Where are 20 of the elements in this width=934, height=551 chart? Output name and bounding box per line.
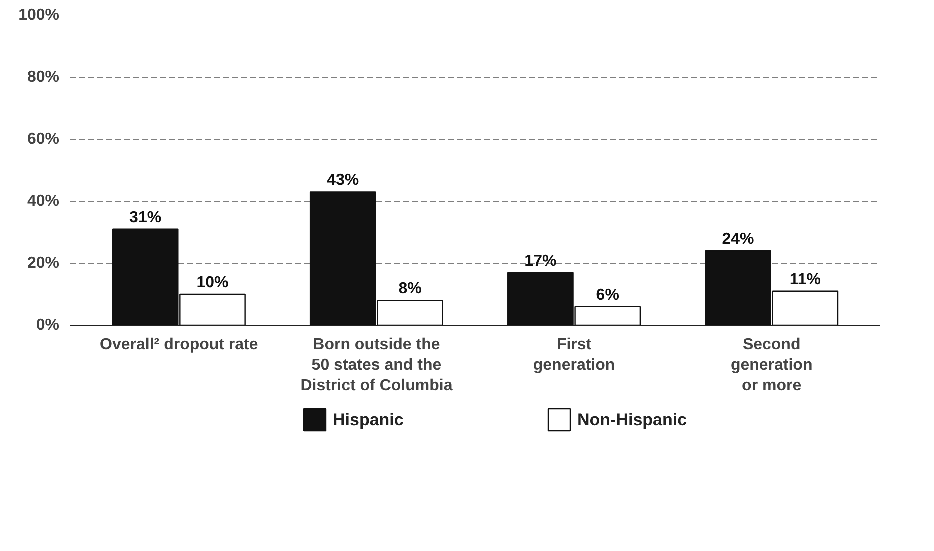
y-tick-label: 20% — [27, 255, 60, 272]
data-label: 8% — [398, 280, 422, 298]
y-tick-label: 0% — [36, 317, 60, 334]
y-tick-label: 100% — [18, 7, 60, 24]
y-tick-label: 60% — [27, 131, 60, 148]
data-label: 43% — [327, 172, 360, 190]
data-label: 17% — [524, 252, 557, 270]
x-tick-label: Overall² dropout rate — [100, 336, 258, 354]
x-tick-label: Born outside the 50 states and the District of Columbia — [300, 336, 453, 394]
data-label: 10% — [196, 274, 229, 292]
data-label: 24% — [722, 231, 754, 248]
x-tick-label: First generation — [533, 336, 616, 374]
y-tick-label: 80% — [27, 69, 60, 86]
data-label: 6% — [596, 286, 620, 304]
legend-label: Hispanic — [333, 410, 404, 430]
y-tick-label: 40% — [27, 193, 60, 210]
legend-label: Non-Hispanic — [578, 410, 688, 430]
data-label: 11% — [790, 271, 821, 288]
data-label: 31% — [130, 209, 162, 226]
x-tick-label: Second generation or more — [730, 336, 813, 394]
